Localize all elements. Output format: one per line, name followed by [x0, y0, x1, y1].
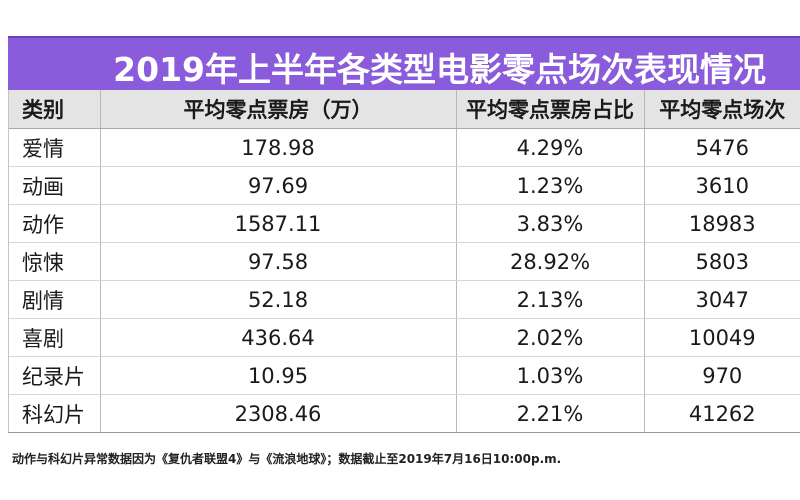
cell-avg-screenings: 3610	[644, 166, 800, 205]
cell-category: 纪录片	[8, 356, 101, 395]
cell-category: 爱情	[8, 128, 101, 167]
table-header-row: 类别 平均零点票房（万） 平均零点票房占比 平均零点场次	[8, 90, 800, 129]
cell-box-office-share: 2.21%	[456, 394, 645, 433]
table-row: 纪录片 10.95 1.03% 970	[8, 356, 800, 395]
cell-avg-screenings: 41262	[644, 394, 800, 433]
cell-box-office-share: 1.23%	[456, 166, 645, 205]
cell-box-office-share: 28.92%	[456, 242, 645, 281]
cell-avg-box-office: 97.69	[100, 166, 457, 205]
cell-avg-box-office: 178.98	[100, 128, 457, 167]
cell-avg-screenings: 18983	[644, 204, 800, 243]
cell-category: 惊悚	[8, 242, 101, 281]
table-row: 科幻片 2308.46 2.21% 41262	[8, 394, 800, 433]
column-header-box-office-share: 平均零点票房占比	[456, 90, 645, 129]
table-row: 爱情 178.98 4.29% 5476	[8, 128, 800, 167]
cell-avg-box-office: 52.18	[100, 280, 457, 319]
cell-avg-screenings: 5476	[644, 128, 800, 167]
column-header-avg-screenings: 平均零点场次	[644, 90, 800, 129]
title-banner: 2019年上半年各类型电影零点场次表现情况	[8, 36, 800, 92]
cell-avg-box-office: 2308.46	[100, 394, 457, 433]
cell-category: 动作	[8, 204, 101, 243]
cell-avg-box-office: 10.95	[100, 356, 457, 395]
cell-box-office-share: 2.02%	[456, 318, 645, 357]
table-left-border	[8, 90, 9, 432]
table-row: 动画 97.69 1.23% 3610	[8, 166, 800, 205]
cell-category: 喜剧	[8, 318, 101, 357]
footnote: 动作与科幻片异常数据因为《复仇者联盟4》与《流浪地球》；数据截止至2019年7月…	[12, 452, 562, 466]
table-bottom-border	[8, 432, 800, 433]
cell-box-office-share: 3.83%	[456, 204, 645, 243]
cell-avg-box-office: 436.64	[100, 318, 457, 357]
cell-avg-screenings: 5803	[644, 242, 800, 281]
cell-box-office-share: 2.13%	[456, 280, 645, 319]
cell-avg-box-office: 1587.11	[100, 204, 457, 243]
page-title: 2019年上半年各类型电影零点场次表现情况	[113, 50, 766, 89]
cell-box-office-share: 4.29%	[456, 128, 645, 167]
cell-avg-screenings: 970	[644, 356, 800, 395]
cell-avg-screenings: 10049	[644, 318, 800, 357]
table-row: 惊悚 97.58 28.92% 5803	[8, 242, 800, 281]
table-row: 喜剧 436.64 2.02% 10049	[8, 318, 800, 357]
table-row: 剧情 52.18 2.13% 3047	[8, 280, 800, 319]
box-office-table: 类别 平均零点票房（万） 平均零点票房占比 平均零点场次 爱情 178.98 4…	[8, 90, 800, 433]
column-header-avg-box-office: 平均零点票房（万）	[100, 90, 457, 129]
cell-category: 动画	[8, 166, 101, 205]
cell-category: 科幻片	[8, 394, 101, 433]
cell-avg-screenings: 3047	[644, 280, 800, 319]
column-header-category: 类别	[8, 90, 101, 129]
cell-category: 剧情	[8, 280, 101, 319]
cell-avg-box-office: 97.58	[100, 242, 457, 281]
table-row: 动作 1587.11 3.83% 18983	[8, 204, 800, 243]
cell-box-office-share: 1.03%	[456, 356, 645, 395]
